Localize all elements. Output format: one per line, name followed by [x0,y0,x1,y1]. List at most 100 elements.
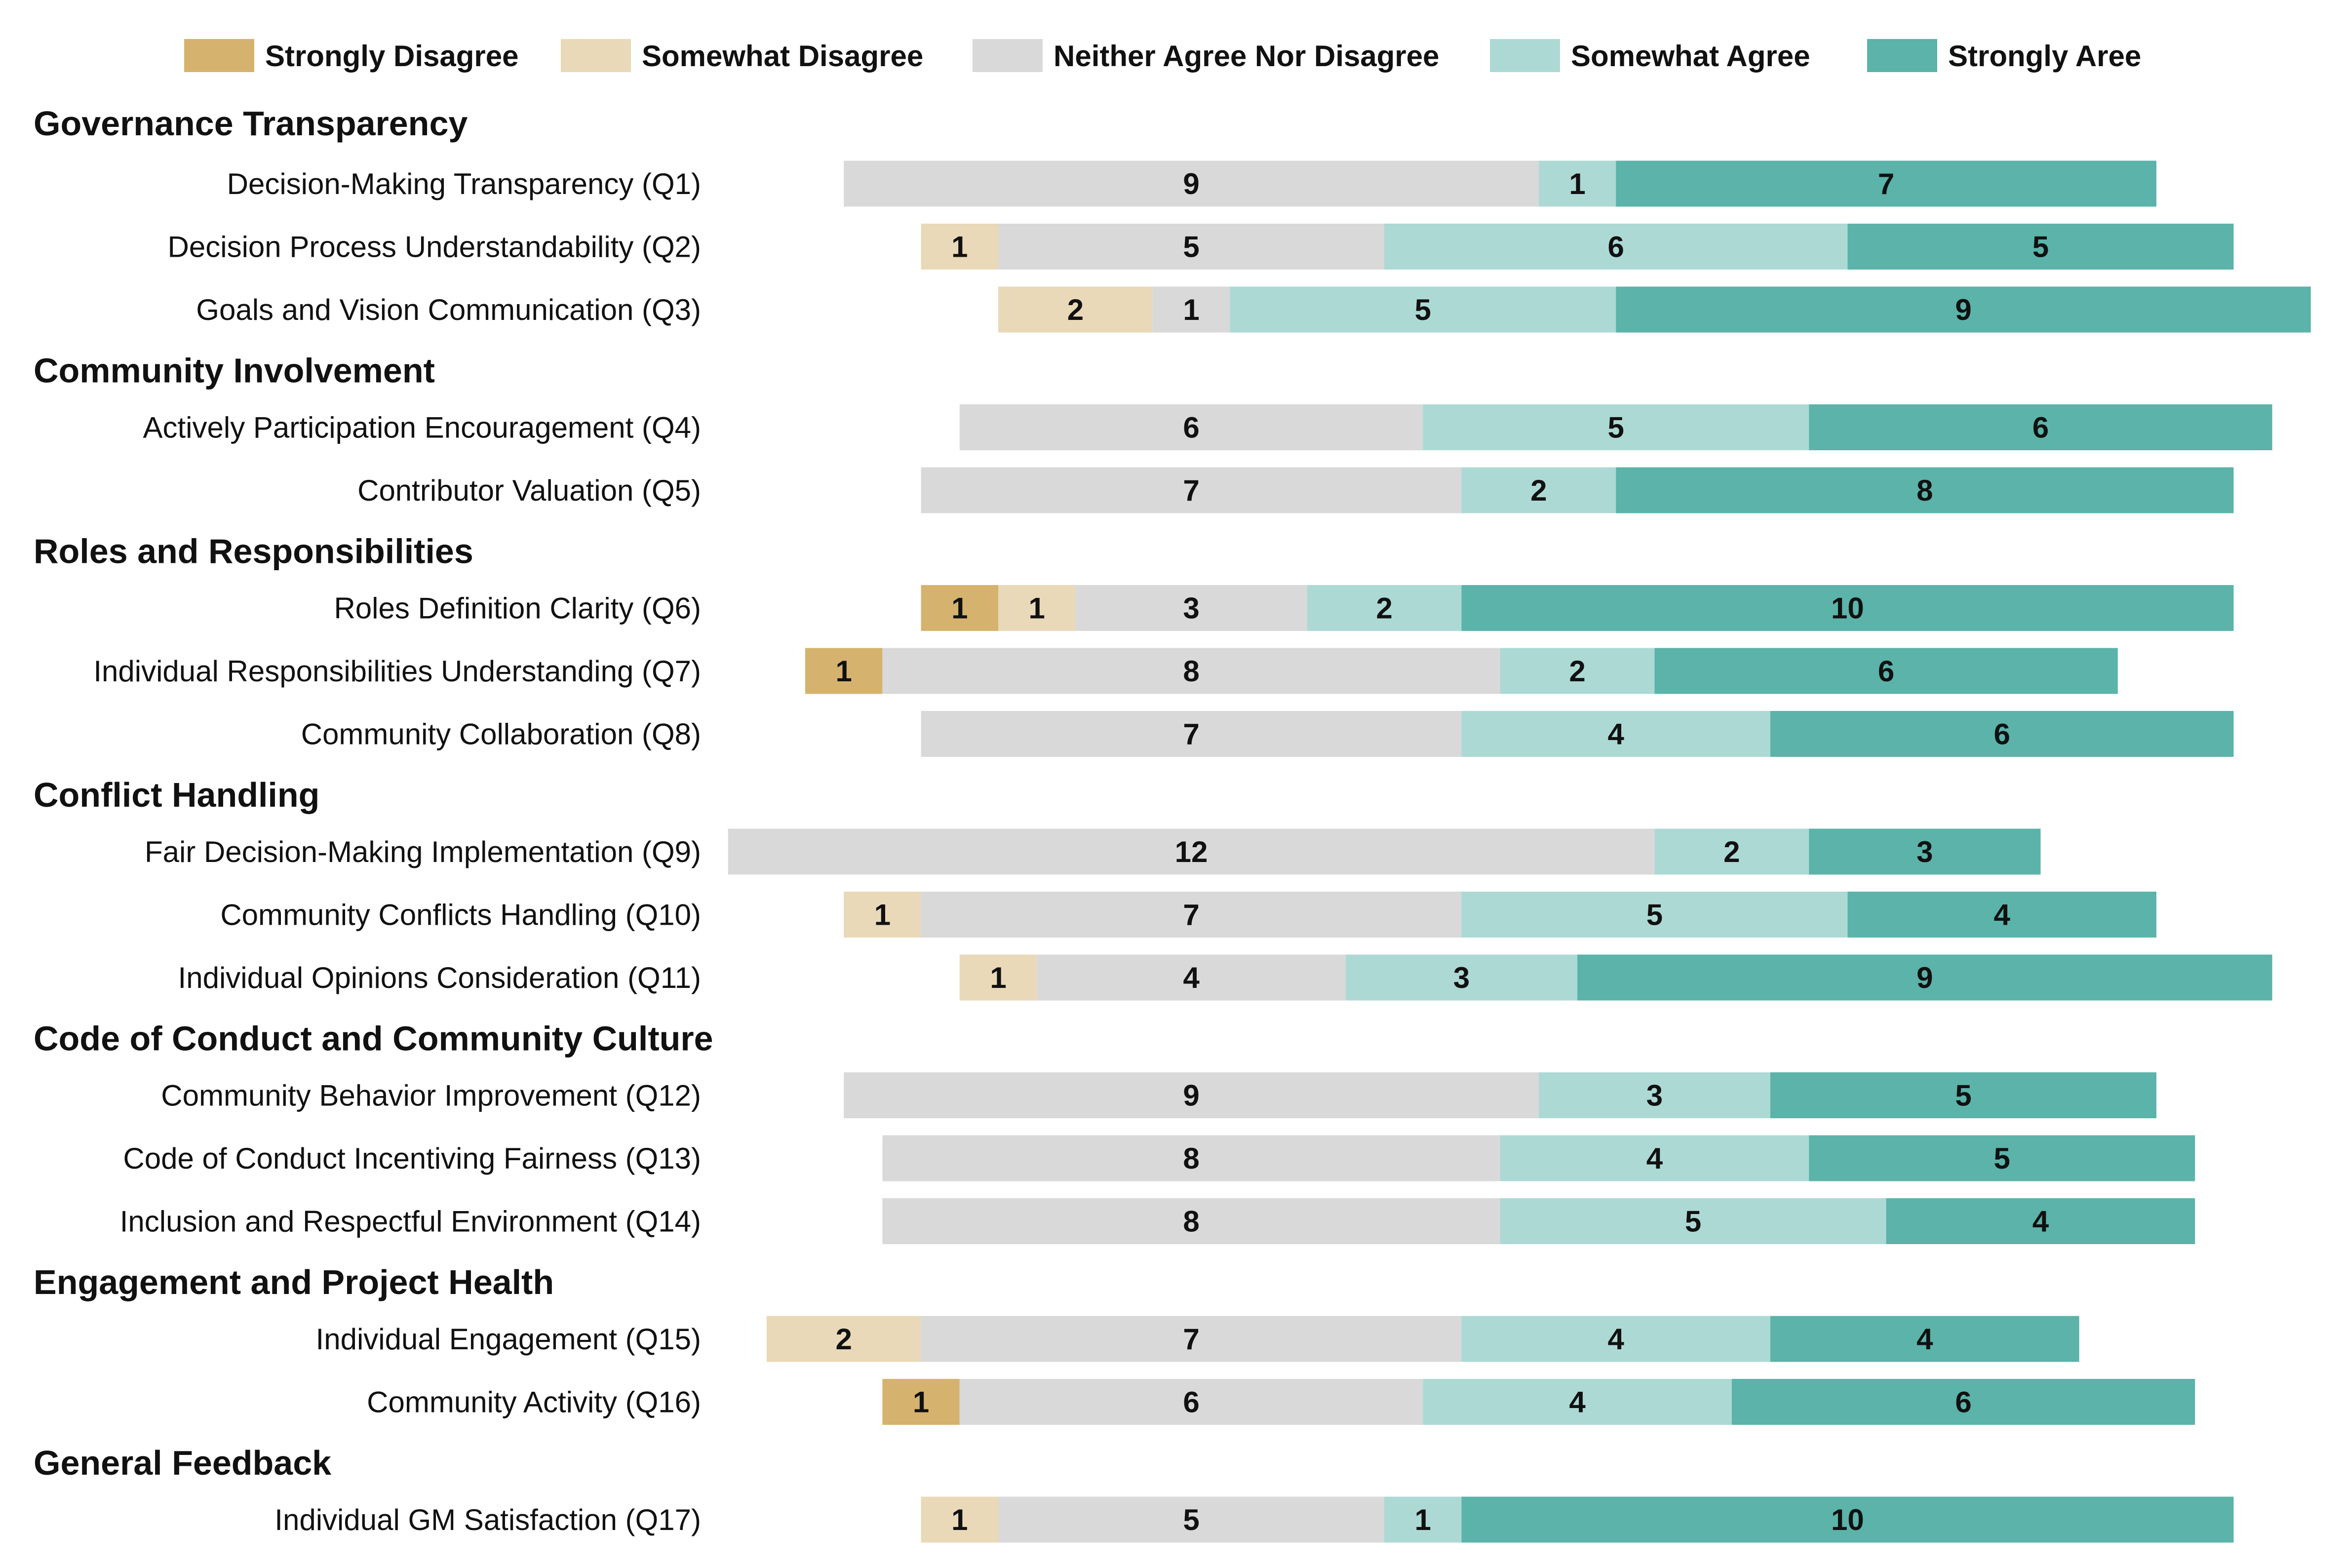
value-label-q2-strongly-aree: 5 [2032,231,2049,264]
value-label-q11-strongly-aree: 9 [1916,961,1933,994]
bar-q11-strongly-aree [1577,954,2272,1001]
bar-q13-strongly-aree [1809,1135,2195,1181]
value-label-q2-neither-agree-nor-disagree: 5 [1183,231,1199,264]
value-label-q9-strongly-aree: 3 [1916,835,1933,868]
question-label-q16: Community Activity (Q16) [367,1386,701,1419]
bar-q9-strongly-aree [1809,828,2041,875]
value-label-q17-somewhat-disagree: 1 [951,1503,968,1536]
bar-q6-strongly-disagree [921,585,998,631]
question-label-q3: Goals and Vision Communication (Q3) [196,293,701,326]
value-label-q7-strongly-aree: 6 [1878,655,1894,688]
value-label-q15-strongly-aree: 4 [1916,1323,1933,1356]
bar-q3-somewhat-agree [1230,286,1616,333]
section-title-roles-and-responsibilities: Roles and Responsibilities [34,532,473,571]
bar-q4-strongly-aree [1809,404,2272,450]
bar-q10-somewhat-agree [1461,892,1848,938]
bar-q6-neither-agree-nor-disagree [1075,585,1307,631]
value-label-q12-strongly-aree: 5 [1955,1079,1971,1112]
value-label-q3-strongly-aree: 9 [1955,293,1971,326]
value-label-q16-strongly-aree: 6 [1955,1386,1971,1419]
bar-q9-neither-agree-nor-disagree [728,828,1655,875]
value-label-q7-somewhat-agree: 2 [1569,655,1585,688]
question-label-q4: Actively Participation Encouragement (Q4… [143,411,701,444]
question-label-q6: Roles Definition Clarity (Q6) [334,592,701,625]
bar-q17-strongly-aree [1461,1496,2234,1543]
legend-swatch-somewhat-agree [1490,39,1560,72]
section-titles: Governance Transparency Community Involve… [34,104,713,1482]
value-label-q11-somewhat-agree: 3 [1453,961,1470,994]
value-label-q4-strongly-aree: 6 [2032,411,2049,444]
value-label-q4-somewhat-agree: 5 [1608,411,1624,444]
legend-item-somewhat-disagree: Somewhat Disagree [561,39,923,73]
bar-q13-neither-agree-nor-disagree [882,1135,1500,1181]
bar-q4-neither-agree-nor-disagree [959,404,1423,450]
value-labels: 9 1 71 5 6 52 1 5 96 5 67 2 81 1 3 2 101 8 2 67 4 612 2 31 7 5 41 4… [836,167,2049,1536]
bar-q10-somewhat-disagree [844,892,921,938]
value-label-q11-somewhat-disagree: 1 [990,961,1006,994]
section-title-community-involvement: Community Involvement [34,352,435,390]
value-label-q13-neither-agree-nor-disagree: 8 [1183,1142,1199,1175]
value-label-q6-strongly-aree: 10 [1831,592,1864,625]
bar-q10-strongly-aree [1847,892,2156,938]
value-label-q6-somewhat-disagree: 1 [1029,592,1045,625]
bar-q16-strongly-disagree [882,1379,960,1425]
question-label-q14: Inclusion and Respectful Environment (Q1… [120,1205,701,1238]
question-label-q13: Code of Conduct Incentiving Fairness (Q1… [123,1142,701,1175]
legend-swatch-strongly-aree [1867,39,1937,72]
bar-q8-strongly-aree [1770,711,2234,757]
bar-q15-somewhat-disagree [766,1316,921,1362]
question-label-q7: Individual Responsibilities Understandin… [93,655,701,688]
legend-label-somewhat-disagree: Somewhat Disagree [642,39,923,73]
bar-q11-somewhat-disagree [959,954,1037,1001]
value-label-q10-strongly-aree: 4 [1994,899,2011,932]
value-label-q10-somewhat-disagree: 1 [874,899,891,932]
bar-q16-strongly-aree [1731,1379,2195,1425]
question-label-q12: Community Behavior Improvement (Q12) [161,1079,701,1112]
value-label-q3-neither-agree-nor-disagree: 1 [1183,293,1199,326]
value-label-q14-neither-agree-nor-disagree: 8 [1183,1205,1199,1238]
bar-q6-strongly-aree [1461,585,2234,631]
value-label-q12-neither-agree-nor-disagree: 9 [1183,1079,1199,1112]
section-title-conflict-handling: Conflict Handling [34,776,319,814]
value-label-q15-somewhat-agree: 4 [1608,1323,1625,1356]
bar-q15-strongly-aree [1770,1316,2079,1362]
bar-q14-strongly-aree [1886,1198,2195,1244]
bar-q2-strongly-aree [1847,224,2234,270]
bar-q16-neither-agree-nor-disagree [959,1379,1423,1425]
value-label-q1-strongly-aree: 7 [1878,167,1894,200]
bar-q10-neither-agree-nor-disagree [921,892,1462,938]
bar-q12-neither-agree-nor-disagree [844,1072,1539,1118]
bar-q2-somewhat-disagree [921,224,998,270]
section-title-engagement-and-project-health: Engagement and Project Health [34,1263,554,1301]
value-label-q11-neither-agree-nor-disagree: 4 [1183,961,1200,994]
bar-q17-somewhat-disagree [921,1496,998,1543]
bar-q16-somewhat-agree [1423,1379,1732,1425]
legend-item-somewhat-agree: Somewhat Agree [1490,39,1810,73]
bar-q1-neither-agree-nor-disagree [844,160,1539,207]
bar-q11-neither-agree-nor-disagree [1037,954,1346,1001]
bar-q11-somewhat-agree [1345,954,1577,1001]
legend-swatch-neither-agree-nor-disagree [973,39,1043,72]
value-label-q12-somewhat-agree: 3 [1646,1079,1663,1112]
value-label-q17-strongly-aree: 10 [1831,1503,1864,1536]
value-label-q5-strongly-aree: 8 [1916,474,1933,507]
value-label-q3-somewhat-disagree: 2 [1067,293,1084,326]
value-label-q9-neither-agree-nor-disagree: 12 [1175,835,1208,868]
legend-label-strongly-aree: Strongly Aree [1948,39,2141,73]
question-label-q2: Decision Process Understandability (Q2) [168,231,701,264]
value-label-q7-neither-agree-nor-disagree: 8 [1183,655,1199,688]
value-label-q13-somewhat-agree: 4 [1646,1142,1663,1175]
value-label-q17-somewhat-agree: 1 [1415,1503,1431,1536]
section-title-governance-transparency: Governance Transparency [34,104,468,143]
bar-q15-neither-agree-nor-disagree [921,1316,1462,1362]
value-label-q15-somewhat-disagree: 2 [836,1323,852,1356]
value-label-q14-strongly-aree: 4 [2032,1205,2049,1238]
value-label-q10-somewhat-agree: 5 [1646,899,1663,932]
value-label-q10-neither-agree-nor-disagree: 7 [1183,899,1199,932]
value-label-q17-neither-agree-nor-disagree: 5 [1183,1503,1199,1536]
bar-q17-somewhat-agree [1384,1496,1462,1543]
legend-label-somewhat-agree: Somewhat Agree [1571,39,1810,73]
bars [728,160,2311,1543]
